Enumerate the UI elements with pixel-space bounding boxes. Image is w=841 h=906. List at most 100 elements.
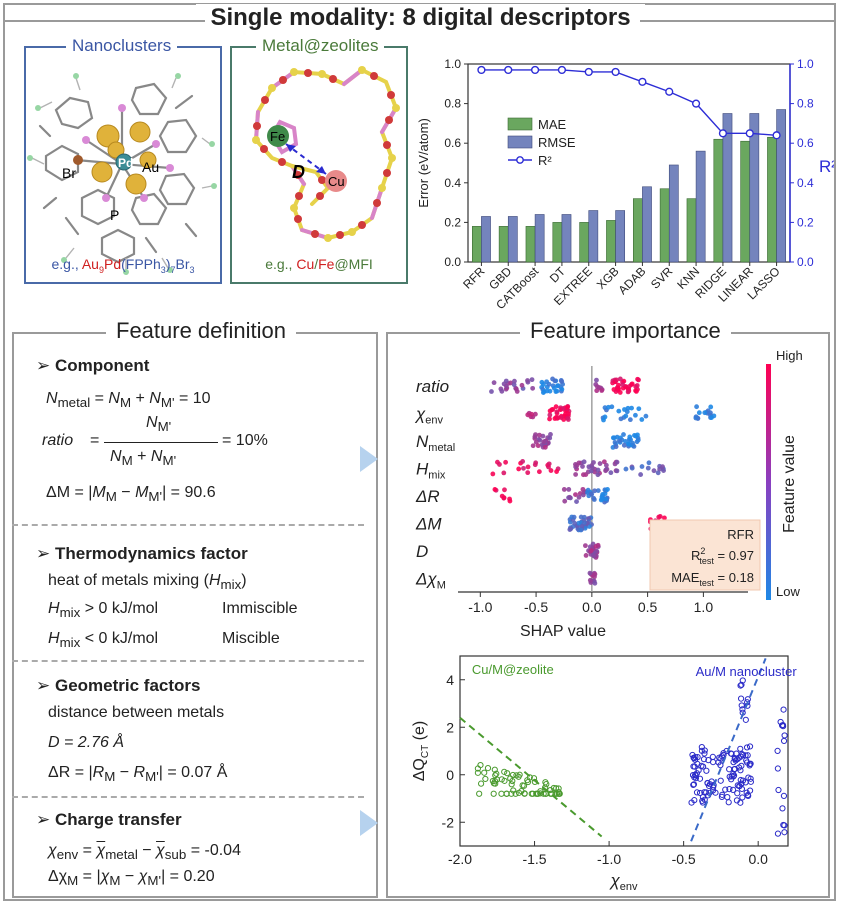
bar-right-tick-label: 0.4 [797,176,814,190]
shap-point [603,468,608,474]
zeolite-point [510,787,517,794]
nanocluster-point [746,743,754,750]
zeolite-point [548,790,555,797]
scatter-x-tick-label: -0.5 [672,851,696,867]
nanocluster-point [737,767,744,774]
shap-point [614,459,620,465]
annotation-model: RFR [727,527,754,542]
shap-point [547,416,552,422]
r2-point [584,67,593,77]
shap-point [696,410,702,416]
shap-point [572,520,578,526]
mae-bar [767,136,777,263]
shap-point [617,376,623,382]
arrow-to-shap [360,446,378,472]
bar-y2-axis-label: R² [819,157,834,176]
shap-point [492,487,498,492]
shap-point [597,461,603,466]
shap-point [613,444,619,450]
nanocluster-pd-label: Pd [118,156,133,170]
shap-x-tick-label: 0.5 [638,599,658,615]
nanocluster-point [696,775,704,782]
legend-r2-marker [516,156,524,164]
shap-point [574,499,579,505]
nanocluster-point [742,716,749,723]
bar-category-label: ADAB [616,264,649,297]
shap-point [662,515,667,521]
nanocluster-point [742,779,749,786]
shap-point [529,411,535,417]
shap-point [583,553,589,558]
zeolite-point [490,790,497,797]
shap-point [595,472,601,478]
shap-point [560,406,566,411]
shap-point [621,442,627,448]
nanocluster-point [691,797,698,804]
shap-point [499,388,505,394]
shap-point [635,437,641,443]
nanocluster-trend-line [690,657,767,842]
shap-point [541,389,547,394]
zeolite-point [501,768,508,775]
shap-point [638,472,644,477]
shap-point [613,389,619,395]
shap-point [530,385,536,391]
scatter-y-tick-label: -2 [442,814,455,830]
nanocluster-au-label: Au [142,159,159,175]
shap-point [592,580,598,586]
colorbar-low-label: Low [776,584,800,599]
zeolite-point [489,777,496,785]
nanocluster-point [780,723,787,730]
nanocluster-point [774,765,781,772]
shap-point [594,548,600,554]
nanocluster-point [731,766,738,773]
nanocluster-point [725,799,732,806]
zeolite-point [498,776,505,783]
shap-point [592,488,597,494]
nanocluster-point [701,750,708,757]
nanocluster-point [703,767,710,774]
shap-point [567,494,573,500]
thermo-row-miscible: Hmix < 0 kJ/mol [48,630,159,651]
scatter-x-tick-label: -2.0 [448,851,472,867]
nanocluster-point [743,759,751,766]
bar-category-label: SVR [648,264,676,292]
shap-point [580,464,585,469]
shap-colorbar [766,364,771,600]
shap-point [581,472,586,478]
bar-left-tick-label: 0.0 [444,255,461,269]
shap-point [571,514,577,520]
zeolite-point [553,785,560,792]
nanocluster-caption: e.g., Au9Pd(FPPh3)7Br3 [51,256,195,275]
shap-point [489,389,494,394]
nanocluster-point [693,789,701,796]
shap-point [624,409,630,415]
rmse-bar [722,113,733,263]
shap-point [513,386,519,392]
scatter-y-tick-label: 0 [446,767,454,783]
shap-point [595,467,601,473]
shap-point [591,553,597,558]
r2-point [638,77,647,86]
rmse-bar [481,216,491,263]
shap-point [544,379,550,385]
shap-point [643,413,649,419]
nanocluster-point [709,753,716,761]
shap-point [629,465,635,471]
thermo-immiscible-label: Immiscible [222,600,298,617]
r2-point [611,67,620,77]
shap-point [602,405,608,411]
nanocluster-point [739,706,746,713]
shap-point [501,495,507,501]
nanocluster-point [726,786,733,793]
shap-point [507,496,512,502]
shap-point [614,468,620,474]
shap-point [581,459,587,465]
nanocluster-point [731,755,738,762]
shap-point [508,380,513,386]
mae-bar [713,138,724,263]
shap-point [628,437,633,443]
shap-point [576,460,582,466]
model-error-chart: 0.0 0.00.2 0.20.4 0.40.6 0.60.8 0.81.0 1.0RFRG… [416,57,834,312]
zeolite-point [491,766,498,773]
